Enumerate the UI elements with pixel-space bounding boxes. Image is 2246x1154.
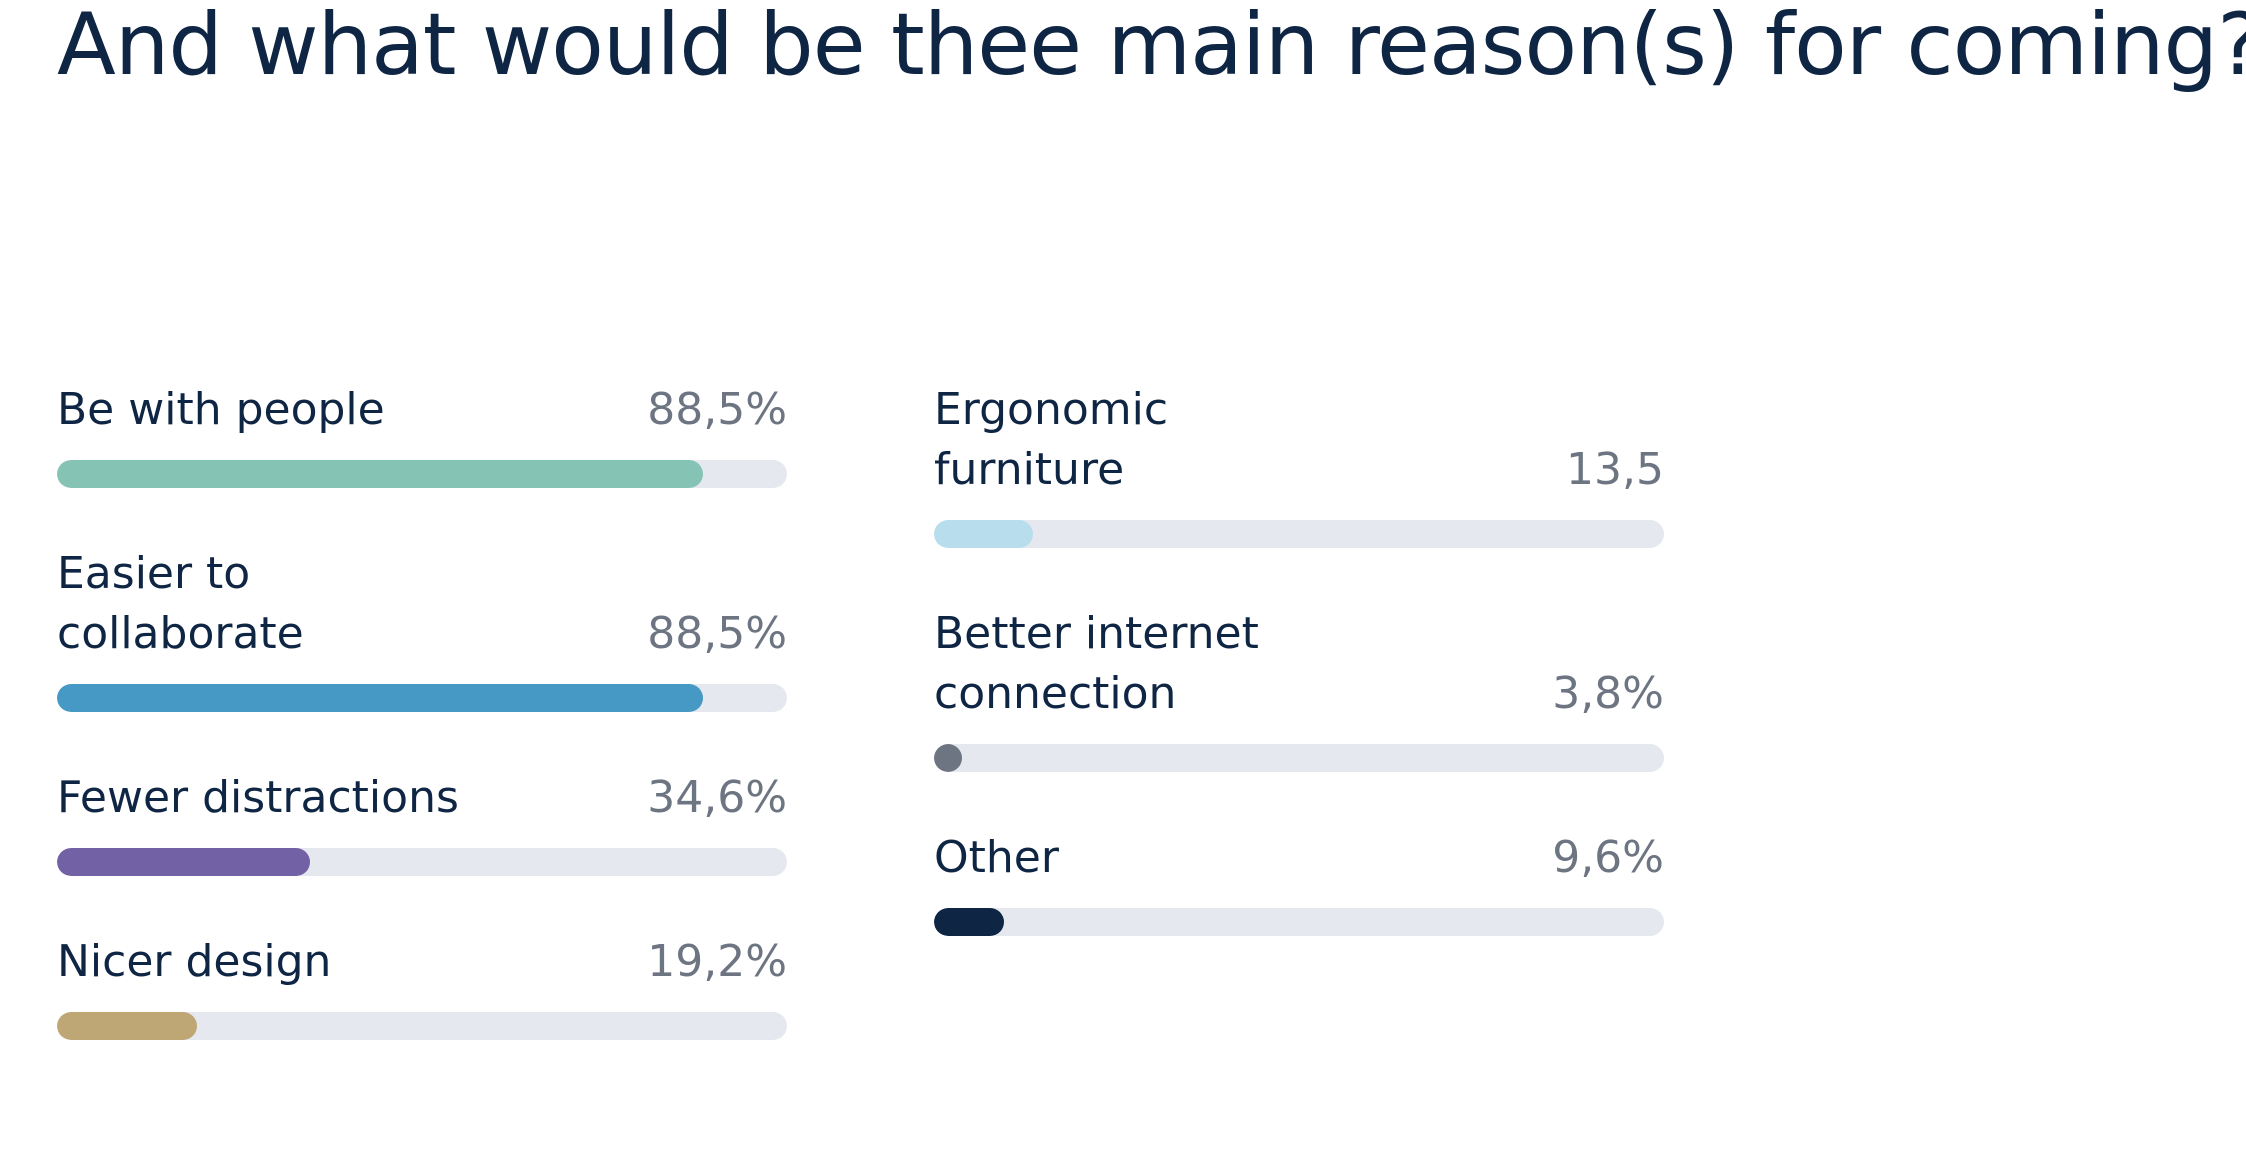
bar-fill: [57, 684, 704, 712]
bar-fill: [57, 460, 704, 488]
bar-value-label: 88,5%: [647, 608, 787, 659]
bar-item-header: Better internet connection 3,8%: [934, 604, 1664, 724]
bar-value-label: 19,2%: [647, 936, 787, 987]
bar-track: [57, 460, 787, 488]
bar-label: Fewer distractions: [57, 772, 459, 823]
bar-label: Nicer design: [57, 936, 332, 987]
bar-label: Better internet connection: [934, 608, 1259, 719]
bar-item: Other 9,6%: [934, 828, 1664, 936]
bar-fill: [934, 744, 962, 772]
right-column: Ergonomic furniture 13,5 Better internet c…: [934, 380, 1664, 992]
bar-track: [57, 1012, 787, 1040]
bar-fill: [57, 1012, 198, 1040]
bar-item-header: Fewer distractions 34,6%: [57, 768, 787, 828]
bar-fill: [934, 520, 1033, 548]
bar-fill: [934, 908, 1005, 936]
bar-item: Fewer distractions 34,6%: [57, 768, 787, 876]
bar-item: Be with people 88,5%: [57, 380, 787, 488]
bar-item-header: Easier to collaborate 88,5%: [57, 544, 787, 664]
bar-item-header: Ergonomic furniture 13,5: [934, 380, 1664, 500]
bar-value-label: 13,5: [1566, 444, 1664, 495]
bar-item-header: Nicer design 19,2%: [57, 932, 787, 992]
bar-item: Easier to collaborate 88,5%: [57, 544, 787, 712]
bar-label: Easier to collaborate: [57, 548, 304, 659]
bar-label: Be with people: [57, 384, 385, 435]
chart-title: And what would be thee main reason(s) fo…: [57, 0, 2246, 95]
bar-item: Nicer design 19,2%: [57, 932, 787, 1040]
bar-value-label: 9,6%: [1552, 832, 1664, 883]
bar-track: [934, 744, 1664, 772]
bar-value-label: 3,8%: [1552, 668, 1664, 719]
bar-value-label: 34,6%: [647, 772, 787, 823]
bar-item-header: Be with people 88,5%: [57, 380, 787, 440]
left-column: Be with people 88,5% Easier to collaborate…: [57, 380, 787, 1096]
bar-label: Other: [934, 832, 1059, 883]
bar-label: Ergonomic furniture: [934, 384, 1169, 495]
bar-item: Ergonomic furniture 13,5: [934, 380, 1664, 548]
bar-value-label: 88,5%: [647, 384, 787, 435]
bar-track: [57, 848, 787, 876]
bar-track: [934, 908, 1664, 936]
bar-track: [934, 520, 1664, 548]
bar-item-header: Other 9,6%: [934, 828, 1664, 888]
bar-item: Better internet connection 3,8%: [934, 604, 1664, 772]
bar-fill: [57, 848, 310, 876]
bar-track: [57, 684, 787, 712]
